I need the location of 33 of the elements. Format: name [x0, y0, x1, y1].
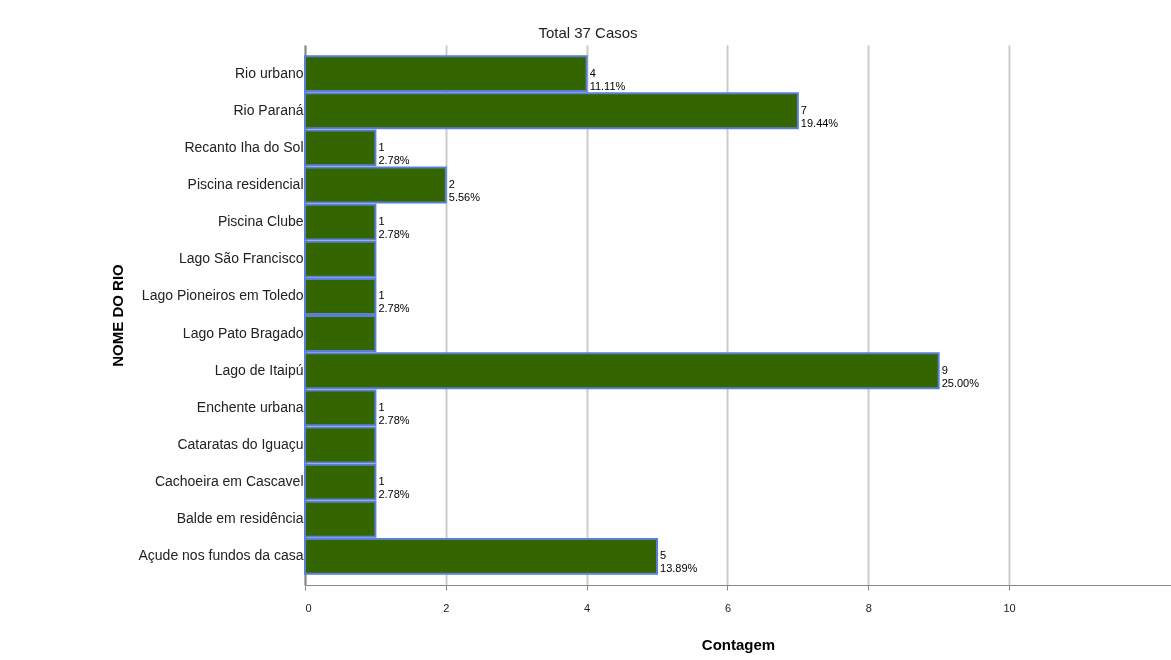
y-tick-label: Lago de Itaipú: [214, 361, 304, 378]
x-axis-title: Contagem: [701, 635, 776, 653]
y-tick-label: Açude nos fundos da casa: [138, 547, 304, 564]
y-tick-label: Piscina Clube: [217, 213, 304, 230]
x-tick-label: 0: [305, 601, 312, 614]
data-label: 7 19.44%: [800, 103, 839, 129]
x-tick-label: 4: [584, 601, 591, 614]
data-label: 1 2.78%: [378, 400, 410, 426]
y-tick-label: Cachoeira em Cascavel: [154, 473, 304, 490]
x-tick-label: 8: [865, 601, 872, 614]
data-label: 5 13.89%: [660, 549, 698, 575]
y-tick-label: Enchente urbana: [196, 398, 304, 415]
data-label: 1 2.78%: [378, 140, 410, 166]
y-tick-label: Rio Paraná: [233, 101, 304, 118]
y-tick-label: Lago Pioneiros em Toledo: [141, 287, 304, 304]
y-tick-label: Lago São Francisco: [178, 250, 304, 267]
y-tick-label: Cataratas do Iguaçu: [177, 435, 304, 452]
data-label: 1 2.78%: [378, 475, 410, 501]
data-label: 1 2.78%: [378, 289, 410, 315]
data-label: 2 5.56%: [448, 178, 481, 204]
y-tick-label: Balde em residência: [176, 510, 304, 527]
x-tick-label: 6: [724, 601, 731, 614]
y-tick-label: Piscina residencial: [187, 176, 304, 193]
data-label: 9 25.00%: [941, 363, 980, 389]
y-tick-label: Recanto Iha do Sol: [184, 138, 304, 155]
x-tick-label: 2: [443, 601, 450, 614]
y-axis-title: NOME DO RIO: [109, 263, 127, 367]
data-label: 1 2.78%: [378, 215, 410, 241]
y-tick-label: Rio urbano: [235, 64, 304, 81]
x-tick-label: 10: [1003, 601, 1016, 614]
y-tick-label: Lago Pato Bragado: [182, 324, 304, 341]
data-label: 4 11.11%: [589, 66, 626, 92]
chart-title: Total 37 Casos: [538, 24, 638, 41]
